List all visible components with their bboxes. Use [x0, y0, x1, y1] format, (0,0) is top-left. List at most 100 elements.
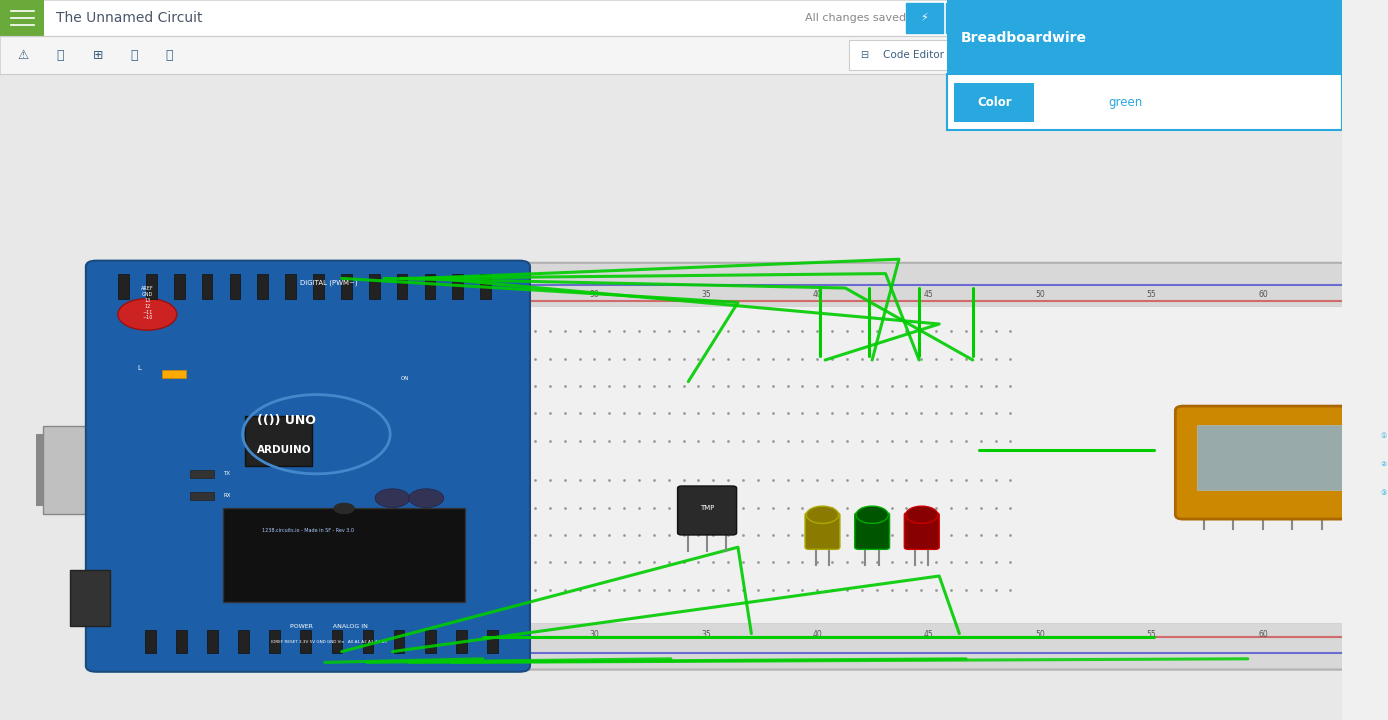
- Text: 50: 50: [1035, 290, 1045, 299]
- Text: 🗑: 🗑: [57, 48, 64, 61]
- Text: DIGITAL (PWM~): DIGITAL (PWM~): [300, 279, 358, 286]
- Bar: [201, 274, 212, 299]
- Bar: [483, 306, 1388, 623]
- Text: 60: 60: [1258, 630, 1269, 639]
- Text: (()) UNO: (()) UNO: [257, 414, 316, 427]
- Text: ⏭: ⏭: [165, 48, 174, 61]
- Circle shape: [856, 506, 888, 523]
- Circle shape: [375, 489, 409, 508]
- Text: Code Editor: Code Editor: [883, 50, 944, 60]
- Bar: [144, 630, 155, 653]
- Bar: [362, 630, 373, 653]
- Text: 40: 40: [812, 630, 822, 639]
- Bar: [947, 74, 1342, 130]
- Bar: [239, 630, 248, 653]
- Text: 55: 55: [1146, 290, 1156, 299]
- Circle shape: [806, 506, 838, 523]
- Text: 45: 45: [924, 630, 934, 639]
- Text: RX: RX: [223, 493, 230, 498]
- Bar: [0, 0, 44, 36]
- Text: 60: 60: [1258, 290, 1269, 299]
- Bar: [480, 274, 491, 299]
- Text: IOREF RESET 3.3V 5V GND GND Vin   A0 A1 A2 A3 A4 A5: IOREF RESET 3.3V 5V GND GND Vin A0 A1 A2…: [271, 640, 387, 644]
- Circle shape: [118, 299, 176, 330]
- Text: 1238.circuits.io - Made in SF - Rev 3.0: 1238.circuits.io - Made in SF - Rev 3.0: [262, 528, 354, 533]
- Bar: [269, 630, 280, 653]
- Bar: [69, 570, 110, 626]
- Text: ON: ON: [401, 376, 409, 381]
- Text: The Unnamed Circuit: The Unnamed Circuit: [57, 11, 203, 25]
- Text: ⏮: ⏮: [130, 48, 137, 61]
- Bar: [43, 426, 107, 514]
- Bar: [1020, 3, 1058, 34]
- Bar: [945, 3, 984, 34]
- Bar: [118, 274, 129, 299]
- Bar: [162, 369, 186, 378]
- Bar: [146, 274, 157, 299]
- Bar: [455, 630, 466, 653]
- FancyBboxPatch shape: [805, 513, 840, 549]
- Text: ▶ Si: ▶ Si: [1124, 50, 1145, 60]
- Bar: [36, 434, 50, 506]
- Bar: [1113, 38, 1167, 72]
- Circle shape: [905, 506, 938, 523]
- Bar: [947, 0, 1342, 76]
- FancyBboxPatch shape: [905, 513, 940, 549]
- Circle shape: [333, 503, 355, 514]
- Text: TMP: TMP: [700, 505, 715, 511]
- Bar: [0, 0, 1342, 36]
- Text: 35: 35: [701, 290, 711, 299]
- Bar: [425, 274, 436, 299]
- Text: ≡: ≡: [999, 12, 1010, 24]
- Bar: [332, 630, 343, 653]
- Bar: [849, 40, 963, 71]
- Text: ⊞: ⊞: [93, 48, 103, 61]
- Text: ⚙: ⚙: [960, 13, 969, 23]
- Text: 45: 45: [924, 290, 934, 299]
- Text: ②: ②: [1380, 462, 1387, 467]
- Bar: [369, 274, 379, 299]
- Circle shape: [1373, 459, 1388, 470]
- Bar: [425, 630, 436, 653]
- Text: green: green: [1108, 96, 1142, 109]
- Bar: [487, 630, 498, 653]
- FancyBboxPatch shape: [86, 261, 530, 672]
- Bar: [905, 3, 944, 34]
- Bar: [190, 469, 214, 478]
- Bar: [954, 83, 1034, 122]
- Bar: [300, 630, 311, 653]
- Text: TX: TX: [223, 472, 230, 477]
- Circle shape: [409, 489, 444, 508]
- Circle shape: [1373, 430, 1388, 441]
- Bar: [341, 274, 351, 299]
- Bar: [174, 274, 185, 299]
- Text: Color: Color: [977, 96, 1012, 109]
- FancyBboxPatch shape: [457, 263, 1388, 670]
- Bar: [286, 274, 296, 299]
- Text: 30: 30: [590, 630, 600, 639]
- Bar: [257, 274, 268, 299]
- Bar: [394, 630, 404, 653]
- Bar: [397, 274, 408, 299]
- Bar: [176, 630, 187, 653]
- FancyBboxPatch shape: [677, 486, 737, 535]
- FancyBboxPatch shape: [855, 513, 890, 549]
- Text: ①: ①: [1380, 433, 1387, 438]
- Bar: [190, 492, 214, 500]
- Text: AREF
GND
13
12
~11
~10: AREF GND 13 12 ~11 ~10: [142, 287, 154, 320]
- Text: 50: 50: [1035, 630, 1045, 639]
- Bar: [314, 274, 323, 299]
- Text: L: L: [137, 365, 140, 372]
- Bar: [207, 630, 218, 653]
- Text: 40: 40: [812, 290, 822, 299]
- Text: + Components: + Components: [985, 50, 1069, 60]
- Text: ③: ③: [1380, 490, 1387, 496]
- Text: ≡: ≡: [1033, 12, 1044, 24]
- Text: ⊟: ⊟: [861, 50, 868, 60]
- Bar: [1196, 425, 1364, 490]
- Circle shape: [1373, 487, 1388, 499]
- Text: ⚡: ⚡: [920, 13, 929, 23]
- Bar: [0, 74, 1342, 720]
- Text: 25: 25: [479, 630, 487, 639]
- Bar: [0, 36, 1342, 74]
